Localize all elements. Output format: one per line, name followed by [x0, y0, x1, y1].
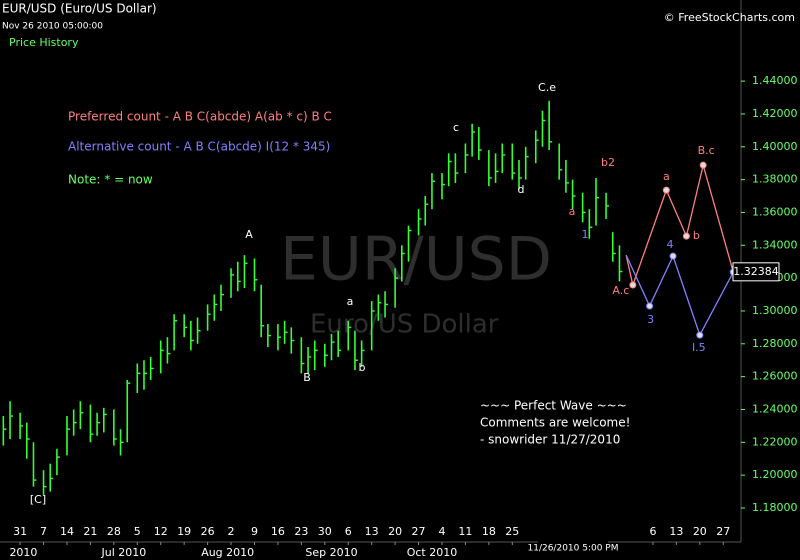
x-tick-label: 12: [154, 525, 168, 538]
y-tick-label: 1.40000: [752, 140, 798, 153]
crosshair-box: [538, 541, 608, 554]
projection-point: [696, 331, 704, 339]
wave-label: B: [303, 371, 311, 384]
wave-label: a: [347, 295, 354, 308]
comment: ~~~ Perfect Wave ~~~: [480, 399, 627, 413]
projection-point: [646, 302, 654, 310]
x-tick-label: 18: [482, 525, 496, 538]
x-tick-label: 27: [716, 525, 730, 538]
projection-label: 4: [667, 238, 674, 251]
y-tick-label: 1.20000: [752, 468, 798, 481]
wave-label: c: [453, 121, 459, 134]
wave-label: C.e: [538, 81, 556, 94]
y-tick-label: 1.28000: [752, 337, 798, 350]
x-tick-label: 4: [438, 525, 445, 538]
projection-point: [699, 161, 707, 169]
watermark-subtitle: Euro/US Dollar: [310, 310, 499, 340]
wave-label: 1: [582, 228, 589, 241]
wave-label: d: [518, 183, 525, 196]
projection-point: [662, 186, 670, 194]
chart-title: EUR/USD (Euro/US Dollar): [2, 2, 157, 16]
watermark: EUR/USD: [280, 225, 552, 295]
x-tick-label: 31: [13, 525, 27, 538]
y-tick-label: 1.38000: [752, 173, 798, 186]
projection-label: 3: [647, 313, 654, 326]
x-tick-label: 27: [412, 525, 426, 538]
x-tick-label: 5: [134, 525, 141, 538]
source: © FreeStockCharts.com: [664, 11, 795, 24]
y-tick-label: 1.34000: [752, 238, 798, 251]
y-tick-label: 1.36000: [752, 205, 798, 218]
x-tick-label: 7: [40, 525, 47, 538]
month-label: Sep 2010: [305, 546, 357, 559]
x-tick-label: 6: [345, 525, 352, 538]
projection-point: [682, 232, 690, 240]
note: Alternative count - A B C(abcde) I(12 * …: [68, 140, 330, 154]
projection-line: [625, 162, 734, 288]
x-tick-label: 14: [60, 525, 74, 538]
x-tick-label: 9: [251, 525, 258, 538]
projection-point: [629, 281, 637, 289]
y-tick-label: 1.42000: [752, 107, 798, 120]
wave-label: a: [569, 205, 576, 218]
y-tick-label: 1.18000: [752, 501, 798, 514]
y-tick-label: 1.22000: [752, 435, 798, 448]
x-tick-label: 11: [458, 525, 472, 538]
x-tick-label: 19: [177, 525, 191, 538]
note: Note: * = now: [68, 173, 153, 187]
projection-label: b: [693, 229, 700, 242]
note: Preferred count - A B C(abcde) A(ab * c)…: [68, 110, 332, 124]
y-tick-label: 1.30000: [752, 304, 798, 317]
projection-label: a: [663, 170, 670, 183]
x-tick-label: 30: [318, 525, 332, 538]
wave-label: [C]: [30, 493, 46, 506]
crosshair-label: 11/26/2010 5:00 PM: [528, 544, 619, 554]
y-tick-label: 1.24000: [752, 402, 798, 415]
month-label: Aug 2010: [201, 546, 254, 559]
wave-label: A: [245, 228, 253, 241]
x-tick-label: 16: [271, 525, 285, 538]
x-tick-label: 25: [505, 525, 519, 538]
x-tick-label: 28: [107, 525, 121, 538]
x-tick-label: 26: [201, 525, 215, 538]
month-label: Jul 2010: [101, 546, 147, 559]
comment: Comments are welcome!: [480, 416, 630, 430]
x-tick-label: 2: [228, 525, 235, 538]
x-tick-label: 23: [294, 525, 308, 538]
x-tick-label: 21: [83, 525, 97, 538]
month-label: Oct 2010: [407, 546, 458, 559]
wave-label: b2: [601, 156, 615, 169]
last-price-label: 1.32384: [733, 265, 779, 278]
projection-label: A.c: [612, 284, 629, 297]
wave-label: b: [359, 361, 366, 374]
x-tick-label: 13: [365, 525, 379, 538]
projection-point: [669, 252, 677, 260]
x-tick-label: 13: [669, 525, 683, 538]
panel-label: Price History: [9, 36, 79, 49]
last-price-box: [732, 262, 780, 282]
y-tick-label: 1.44000: [752, 74, 798, 87]
x-tick-label: 20: [693, 525, 707, 538]
x-tick-label: 6: [649, 525, 656, 538]
month-label: 2010: [9, 546, 37, 559]
chart-subtitle: Nov 26 2010 05:00:00: [2, 22, 103, 32]
x-tick-label: 20: [388, 525, 402, 538]
projection-label: B.c: [698, 144, 715, 157]
y-tick-label: 1.26000: [752, 370, 798, 383]
comment: - snowrider 11/27/2010: [480, 433, 620, 447]
projection-label: I.5: [692, 341, 706, 354]
